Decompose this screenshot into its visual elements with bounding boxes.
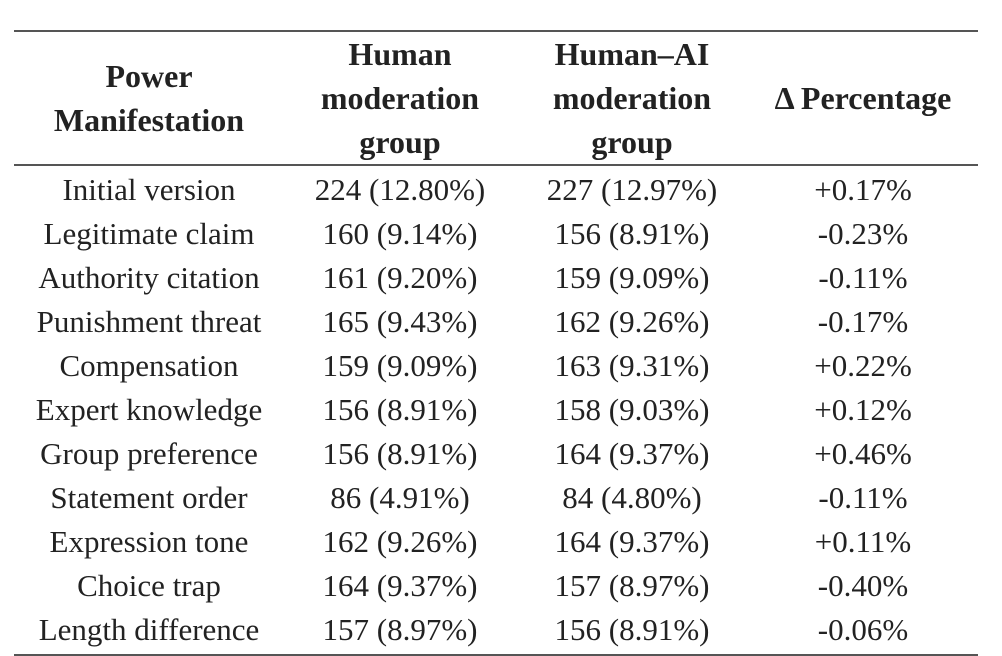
cell-power-manifestation: Length difference [14, 608, 284, 656]
cell-human-group: 162 (9.26%) [322, 524, 478, 559]
cell-human-group: 160 (9.14%) [322, 216, 478, 251]
cell-power-manifestation: Authority citation [38, 260, 260, 295]
cell-delta-percentage: -0.17% [817, 304, 909, 339]
table-row: Legitimate claim 160 (9.14%) 156 (8.91%)… [14, 212, 978, 256]
cell-human-ai-group: 159 (9.09%) [554, 260, 710, 295]
cell-delta-percentage: +0.12% [814, 392, 912, 427]
header-line: group [591, 124, 673, 160]
cell-human-group: 164 (9.37%) [322, 568, 478, 603]
cell-human-group: 156 (8.91%) [322, 392, 478, 427]
cell-power-manifestation: Legitimate claim [43, 216, 255, 251]
table-header: Power Manifestation Human moderation gro… [14, 30, 978, 166]
power-manifestation-table: Power Manifestation Human moderation gro… [14, 30, 978, 656]
cell-power-manifestation: Group preference [40, 436, 258, 471]
header-line: moderation [320, 80, 480, 116]
header-row: Power Manifestation Human moderation gro… [14, 30, 978, 166]
cell-human-ai-group: 164 (9.37%) [554, 436, 710, 471]
cell-human-group: 86 (4.91%) [330, 480, 470, 515]
header-line: Δ Percentage [774, 80, 952, 116]
cell-power-manifestation: Punishment threat [36, 304, 262, 339]
table-row: Expert knowledge 156 (8.91%) 158 (9.03%)… [14, 388, 978, 432]
cell-delta-percentage: -0.23% [817, 216, 909, 251]
cell-human-ai-group: 84 (4.80%) [562, 480, 702, 515]
cell-power-manifestation: Initial version [62, 172, 236, 207]
header-line: group [359, 124, 441, 160]
cell-human-group: 159 (9.09%) [322, 348, 478, 383]
header-line: Manifestation [53, 102, 245, 138]
cell-human-ai-group: 163 (9.31%) [554, 348, 710, 383]
cell-delta-percentage: -0.11% [818, 260, 908, 295]
table-row: Initial version 224 (12.80%) 227 (12.97%… [14, 165, 978, 212]
table-row: Expression tone 162 (9.26%) 164 (9.37%) … [14, 520, 978, 564]
cell-delta-percentage: -0.11% [818, 480, 908, 515]
header-delta-percentage: Δ Percentage [748, 30, 978, 166]
header-power-manifestation: Power Manifestation [14, 30, 284, 166]
cell-human-ai-group: 227 (12.97%) [546, 172, 718, 207]
header-human-moderation-group: Human moderation group [284, 30, 516, 166]
cell-human-group: 224 (12.80%) [314, 172, 486, 207]
header-line: Power [105, 58, 193, 94]
table-row: Punishment threat 165 (9.43%) 162 (9.26%… [14, 300, 978, 344]
cell-human-group: 161 (9.20%) [322, 260, 478, 295]
table-body: Initial version 224 (12.80%) 227 (12.97%… [14, 165, 978, 656]
cell-human-group: 157 (8.97%) [284, 608, 516, 656]
table-row: Compensation 159 (9.09%) 163 (9.31%) +0.… [14, 344, 978, 388]
cell-human-ai-group: 158 (9.03%) [554, 392, 710, 427]
cell-delta-percentage: +0.22% [814, 348, 912, 383]
cell-human-ai-group: 156 (8.91%) [516, 608, 748, 656]
cell-human-ai-group: 156 (8.91%) [554, 216, 710, 251]
header-line: moderation [552, 80, 712, 116]
header-human-ai-moderation-group: Human–AI moderation group [516, 30, 748, 166]
table-row: Group preference 156 (8.91%) 164 (9.37%)… [14, 432, 978, 476]
cell-delta-percentage: +0.17% [814, 172, 912, 207]
cell-power-manifestation: Statement order [50, 480, 248, 515]
cell-human-ai-group: 162 (9.26%) [554, 304, 710, 339]
table-row: Statement order 86 (4.91%) 84 (4.80%) -0… [14, 476, 978, 520]
cell-power-manifestation: Choice trap [77, 568, 221, 603]
table-row: Authority citation 161 (9.20%) 159 (9.09… [14, 256, 978, 300]
cell-delta-percentage: +0.46% [814, 436, 912, 471]
cell-human-ai-group: 164 (9.37%) [554, 524, 710, 559]
data-table: Power Manifestation Human moderation gro… [14, 30, 978, 656]
cell-power-manifestation: Expert knowledge [35, 392, 263, 427]
cell-power-manifestation: Compensation [59, 348, 239, 383]
cell-human-group: 165 (9.43%) [322, 304, 478, 339]
cell-human-ai-group: 157 (8.97%) [554, 568, 710, 603]
table-row: Length difference 157 (8.97%) 156 (8.91%… [14, 608, 978, 656]
cell-delta-percentage: +0.11% [814, 524, 912, 559]
cell-delta-percentage: -0.40% [817, 568, 909, 603]
cell-human-group: 156 (8.91%) [322, 436, 478, 471]
header-line: Human [348, 36, 452, 72]
cell-delta-percentage: -0.06% [748, 608, 978, 656]
header-line: Human–AI [554, 36, 710, 72]
cell-power-manifestation: Expression tone [49, 524, 249, 559]
table-row: Choice trap 164 (9.37%) 157 (8.97%) -0.4… [14, 564, 978, 608]
